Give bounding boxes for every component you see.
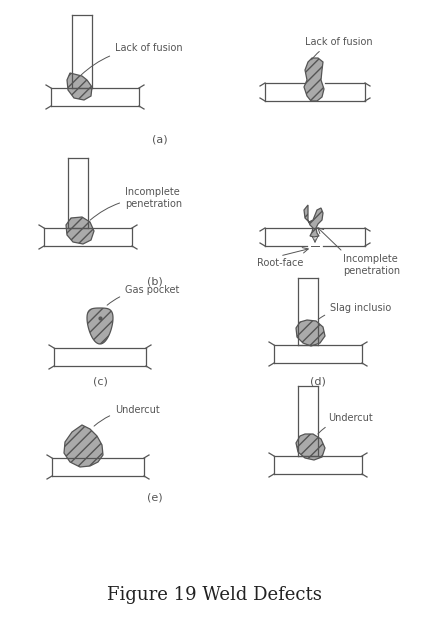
Text: Gas pocket: Gas pocket <box>107 285 179 305</box>
Polygon shape <box>67 73 92 100</box>
Text: Undercut: Undercut <box>318 413 373 434</box>
Polygon shape <box>304 205 323 237</box>
Text: Lack of fusion: Lack of fusion <box>81 43 183 75</box>
Polygon shape <box>296 434 325 460</box>
Text: Lack of fusion: Lack of fusion <box>305 37 373 59</box>
Polygon shape <box>66 217 94 244</box>
Polygon shape <box>304 58 324 101</box>
Text: (c): (c) <box>93 377 107 387</box>
Text: Undercut: Undercut <box>94 405 160 426</box>
Text: Incomplete
penetration: Incomplete penetration <box>90 187 182 220</box>
Text: Incomplete
penetration: Incomplete penetration <box>343 254 400 275</box>
Polygon shape <box>87 308 113 344</box>
Text: (d): (d) <box>310 377 326 387</box>
Text: Figure 19 Weld Defects: Figure 19 Weld Defects <box>106 586 321 604</box>
Text: Root-face: Root-face <box>257 258 303 268</box>
Polygon shape <box>296 320 325 346</box>
Text: (b): (b) <box>147 277 163 287</box>
Text: (a): (a) <box>152 135 168 145</box>
Text: Slag inclusio: Slag inclusio <box>318 303 391 319</box>
Polygon shape <box>64 425 103 467</box>
Text: (e): (e) <box>147 493 163 503</box>
